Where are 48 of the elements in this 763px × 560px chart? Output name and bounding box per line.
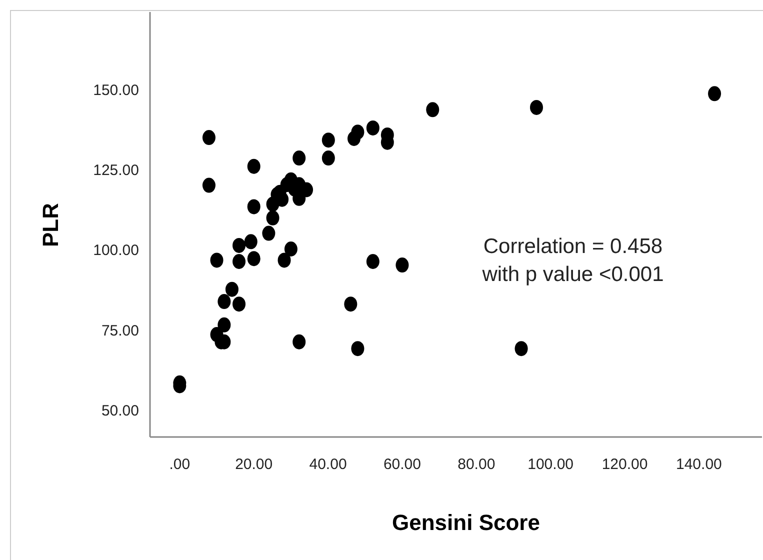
- point: [202, 178, 216, 193]
- point: [232, 254, 246, 269]
- x-axis-title: Gensini Score: [392, 510, 540, 535]
- point: [247, 158, 260, 174]
- point: [366, 254, 380, 269]
- x-tick-label: 40.00: [309, 456, 347, 473]
- y-axis-title: PLR: [38, 202, 63, 247]
- point: [292, 150, 306, 166]
- x-tick-label: 80.00: [458, 456, 496, 473]
- x-tick-label: .00: [169, 456, 190, 473]
- point: [284, 242, 298, 256]
- annotation: Correlation = 0.458 with p value <0.001: [481, 235, 664, 286]
- point: [218, 294, 231, 310]
- y-tick-label: 150.00: [93, 82, 139, 100]
- y-tick-label: 50.00: [101, 402, 139, 420]
- x-tick-label: 100.00: [528, 456, 574, 473]
- point: [292, 334, 306, 350]
- point: [232, 238, 246, 253]
- point: [247, 251, 260, 266]
- point: [218, 317, 231, 332]
- point: [366, 120, 380, 136]
- point: [278, 252, 291, 268]
- point: [210, 252, 224, 268]
- point: [351, 124, 364, 140]
- point: [247, 199, 260, 214]
- point: [225, 282, 238, 297]
- point: [514, 341, 528, 356]
- point: [244, 234, 258, 250]
- point: [322, 150, 335, 166]
- point: [396, 258, 409, 273]
- point: [530, 100, 543, 115]
- point: [202, 130, 216, 146]
- x-tick-label: 120.00: [602, 456, 648, 473]
- point: [351, 341, 364, 356]
- y-tick-label: 125.00: [93, 162, 139, 180]
- point: [232, 296, 246, 312]
- point: [322, 132, 335, 148]
- x-tick-label: 140.00: [676, 456, 722, 473]
- point: [262, 226, 276, 241]
- point: [266, 210, 280, 226]
- point: [426, 102, 440, 118]
- point: [708, 86, 722, 102]
- point: [344, 296, 358, 312]
- y-tick-label: 75.00: [101, 322, 139, 340]
- point: [300, 182, 314, 198]
- x-tick-label: 60.00: [383, 456, 421, 473]
- y-tick-label: 100.00: [93, 242, 139, 260]
- x-tick-label: 20.00: [235, 456, 273, 473]
